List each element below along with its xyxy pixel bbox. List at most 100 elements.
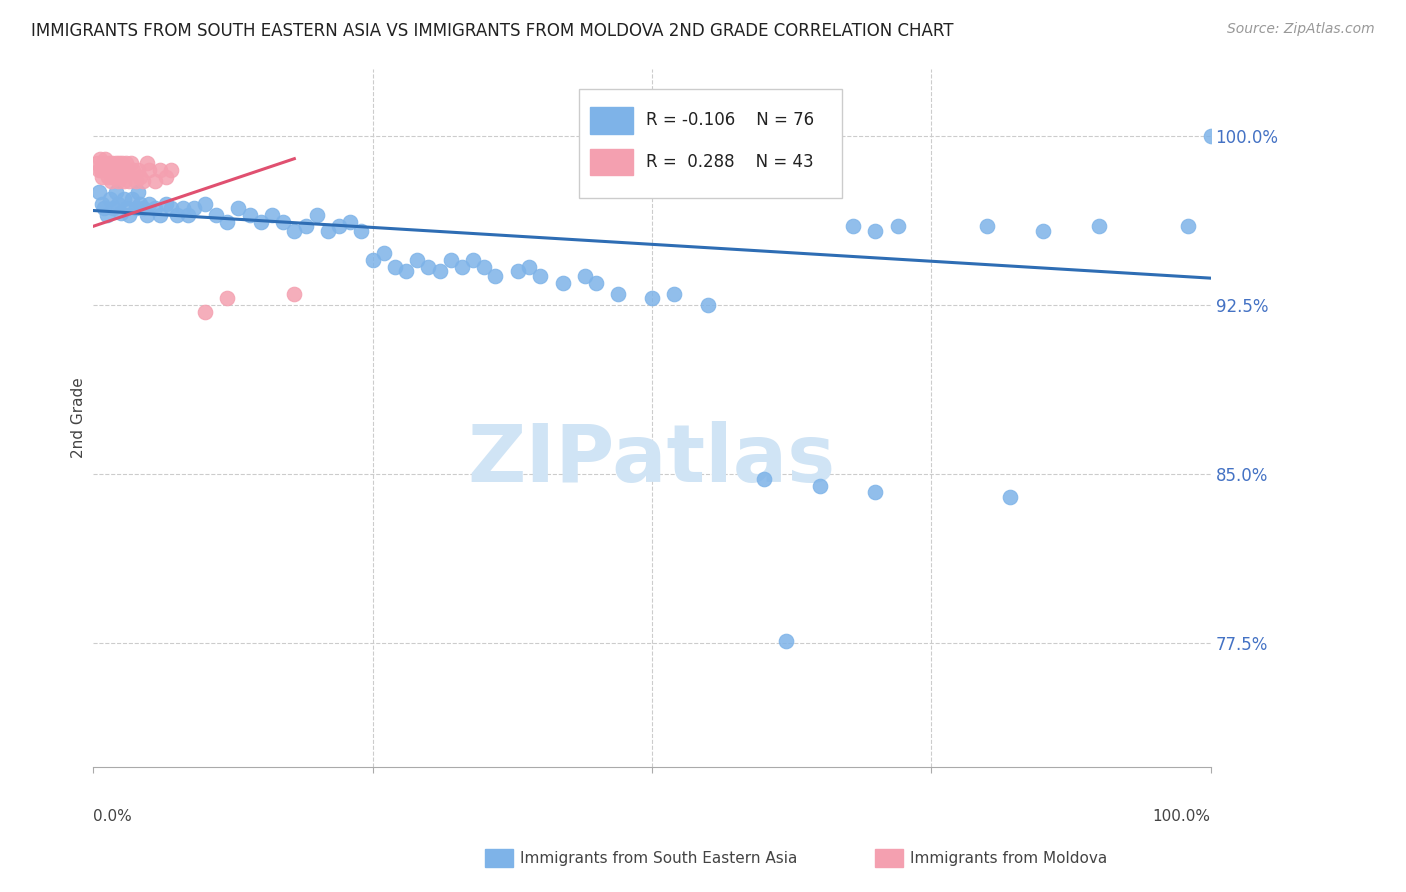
Point xyxy=(808,478,831,492)
Point xyxy=(129,196,152,211)
Point xyxy=(111,156,134,170)
Point xyxy=(120,156,142,170)
Point xyxy=(752,472,775,486)
Point xyxy=(97,156,120,170)
Point xyxy=(249,215,271,229)
Point xyxy=(607,287,630,301)
Point xyxy=(86,156,108,170)
Point xyxy=(775,634,797,648)
Point xyxy=(98,163,121,178)
Text: ZIPatlas: ZIPatlas xyxy=(468,421,837,499)
Point xyxy=(472,260,495,274)
Point xyxy=(395,264,418,278)
Bar xyxy=(591,149,633,176)
Point xyxy=(91,156,114,170)
Point xyxy=(463,253,485,268)
Point xyxy=(104,156,127,170)
Point xyxy=(976,219,998,234)
Point xyxy=(143,174,166,188)
Y-axis label: 2nd Grade: 2nd Grade xyxy=(72,377,86,458)
Point xyxy=(696,298,718,312)
Point xyxy=(350,224,373,238)
Point xyxy=(89,152,111,166)
Point xyxy=(506,264,529,278)
Text: R = -0.106    N = 76: R = -0.106 N = 76 xyxy=(647,112,814,129)
Point xyxy=(228,201,250,215)
Point xyxy=(118,208,141,222)
Point xyxy=(94,152,117,166)
Point xyxy=(887,219,910,234)
Point xyxy=(429,264,451,278)
Point xyxy=(183,201,205,215)
Point xyxy=(217,215,239,229)
Point xyxy=(194,196,217,211)
Text: Source: ZipAtlas.com: Source: ZipAtlas.com xyxy=(1227,22,1375,37)
Point xyxy=(129,169,152,184)
Point xyxy=(294,219,316,234)
Point xyxy=(384,260,406,274)
Point xyxy=(108,163,131,178)
Point xyxy=(103,201,125,215)
Point xyxy=(1032,224,1054,238)
Point xyxy=(105,163,128,178)
Point xyxy=(124,201,146,215)
Point xyxy=(97,169,120,184)
Point xyxy=(96,163,118,178)
Point xyxy=(107,196,129,211)
Point xyxy=(87,163,110,178)
Point xyxy=(551,276,574,290)
Point xyxy=(160,201,183,215)
Point xyxy=(100,174,122,188)
Point xyxy=(135,208,157,222)
Point xyxy=(517,260,540,274)
Text: 0.0%: 0.0% xyxy=(93,809,132,824)
Point xyxy=(104,186,127,200)
Point xyxy=(239,208,262,222)
Point xyxy=(172,201,194,215)
Point xyxy=(93,163,115,178)
Point xyxy=(451,260,474,274)
Point xyxy=(160,163,183,178)
Point xyxy=(217,292,239,306)
Point xyxy=(122,163,145,178)
Point xyxy=(842,219,865,234)
Point xyxy=(641,292,664,306)
Point xyxy=(101,156,124,170)
Point xyxy=(103,169,125,184)
Point xyxy=(127,186,149,200)
Point xyxy=(998,490,1021,504)
Point xyxy=(1199,129,1222,144)
Point xyxy=(328,219,350,234)
Point xyxy=(98,192,121,206)
Point xyxy=(260,208,283,222)
Point xyxy=(110,169,132,184)
Point xyxy=(283,287,305,301)
Point xyxy=(132,201,155,215)
Point xyxy=(529,268,551,283)
Point xyxy=(110,206,132,220)
Point xyxy=(108,156,131,170)
Point xyxy=(91,196,114,211)
Point xyxy=(865,485,887,500)
Point xyxy=(127,163,149,178)
Point xyxy=(149,208,172,222)
Text: Immigrants from South Eastern Asia: Immigrants from South Eastern Asia xyxy=(520,851,797,865)
Point xyxy=(373,246,395,260)
Point xyxy=(114,192,136,206)
Point xyxy=(1177,219,1199,234)
Point xyxy=(271,215,294,229)
Point xyxy=(418,260,440,274)
Point xyxy=(305,208,328,222)
Text: R =  0.288    N = 43: R = 0.288 N = 43 xyxy=(647,153,814,171)
Point xyxy=(121,192,143,206)
Point xyxy=(664,287,686,301)
Text: IMMIGRANTS FROM SOUTH EASTERN ASIA VS IMMIGRANTS FROM MOLDOVA 2ND GRADE CORRELAT: IMMIGRANTS FROM SOUTH EASTERN ASIA VS IM… xyxy=(31,22,953,40)
Point xyxy=(155,196,177,211)
Point xyxy=(406,253,429,268)
Point xyxy=(440,253,463,268)
Bar xyxy=(579,89,842,198)
Point xyxy=(865,224,887,238)
Point xyxy=(90,163,112,178)
Point xyxy=(118,174,141,188)
Point xyxy=(115,201,138,215)
